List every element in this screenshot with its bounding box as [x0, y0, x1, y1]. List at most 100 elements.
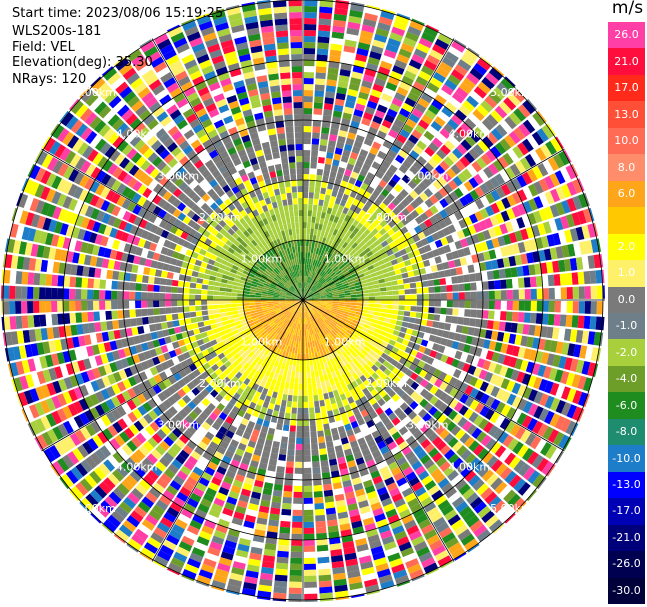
gate-cell [309, 174, 316, 181]
gate-cell [303, 467, 312, 474]
gate-cell [355, 327, 362, 333]
gate-cell [368, 254, 376, 261]
gate-cell [420, 253, 429, 261]
gate-cell [375, 368, 383, 377]
gate-cell [304, 563, 317, 570]
gate-cell [375, 27, 390, 38]
gate-cell [21, 226, 31, 241]
gate-cell [366, 419, 375, 429]
gate-cell [363, 323, 371, 330]
gate-cell [153, 560, 166, 569]
gate-cell [366, 4, 380, 10]
gate-cell [476, 281, 483, 291]
gate-cell [205, 552, 219, 563]
gate-cell [213, 530, 227, 540]
gate-cell [111, 510, 125, 524]
gate-cell [277, 550, 289, 558]
gate-cell [448, 179, 458, 191]
gate-cell [512, 300, 519, 311]
gate-cell [220, 278, 228, 284]
gate-cell [30, 213, 41, 228]
gate-cell [410, 294, 417, 300]
gate-cell [289, 307, 295, 312]
gate-cell [4, 331, 13, 346]
gate-cell [516, 217, 526, 229]
gate-cell [423, 59, 438, 71]
gate-cell [183, 312, 191, 319]
gate-cell [487, 163, 499, 176]
gate-cell [148, 376, 158, 387]
gate-cell [308, 300, 315, 303]
gate-cell [366, 590, 380, 596]
gate-cell [318, 369, 323, 377]
gate-cell [527, 115, 541, 130]
gate-cell [19, 375, 29, 390]
gate-cell [386, 286, 393, 291]
gate-cell [522, 138, 534, 153]
gate-cell [313, 292, 320, 296]
gate-cell [345, 363, 353, 371]
gate-cell [366, 313, 374, 319]
gate-cell [322, 257, 327, 264]
gate-cell [427, 463, 439, 475]
gate-cell [469, 189, 480, 201]
gate-cell [314, 260, 318, 267]
gate-cell [35, 199, 45, 214]
gate-cell [296, 317, 300, 324]
gate-cell [310, 371, 315, 378]
gate-cell [561, 183, 572, 198]
gate-cell [314, 300, 321, 302]
gate-cell [344, 168, 352, 177]
gate-cell [344, 378, 351, 386]
gate-cell [424, 372, 433, 382]
gate-cell [132, 255, 141, 265]
gate-cell [448, 331, 456, 340]
gate-cell [273, 298, 280, 300]
gate-cell [144, 368, 154, 379]
gate-cell [254, 370, 261, 378]
gate-cell [175, 546, 190, 558]
gate-cell [383, 348, 392, 356]
gate-cell [291, 296, 298, 299]
gate-cell [16, 256, 25, 270]
gate-cell [199, 456, 210, 466]
gate-cell [135, 291, 142, 300]
gate-cell [331, 307, 338, 311]
gate-cell [385, 81, 398, 92]
gate-cell [219, 263, 227, 270]
gate-cell [224, 266, 232, 272]
gate-cell [196, 316, 204, 323]
gate-cell [492, 428, 504, 441]
gate-cell [536, 128, 549, 143]
gate-cell [492, 269, 500, 280]
gate-cell [109, 361, 118, 373]
gate-cell [350, 291, 357, 295]
gate-cell [237, 349, 245, 356]
gate-cell [54, 441, 66, 456]
gate-cell [216, 402, 225, 412]
gate-cell [335, 269, 342, 276]
gate-cell [159, 285, 166, 293]
gate-cell [262, 323, 269, 329]
gate-cell [444, 205, 454, 216]
gate-cell [356, 297, 363, 300]
gate-cell [268, 309, 275, 313]
gate-cell [247, 420, 256, 429]
gate-cell [54, 366, 64, 379]
gate-cell [352, 275, 359, 281]
gate-cell [492, 500, 506, 514]
gate-cell [572, 286, 579, 299]
gate-cell [514, 230, 523, 242]
gate-cell [304, 42, 316, 49]
gate-cell [89, 393, 100, 406]
gate-cell [308, 316, 312, 323]
gate-cell [383, 503, 395, 513]
gate-cell [411, 129, 423, 140]
gate-cell [429, 241, 438, 251]
gate-cell [391, 309, 399, 315]
gate-cell [504, 166, 516, 180]
gate-cell [27, 228, 37, 242]
gate-cell [303, 180, 309, 187]
gate-cell [315, 312, 320, 318]
gate-cell [468, 411, 479, 423]
